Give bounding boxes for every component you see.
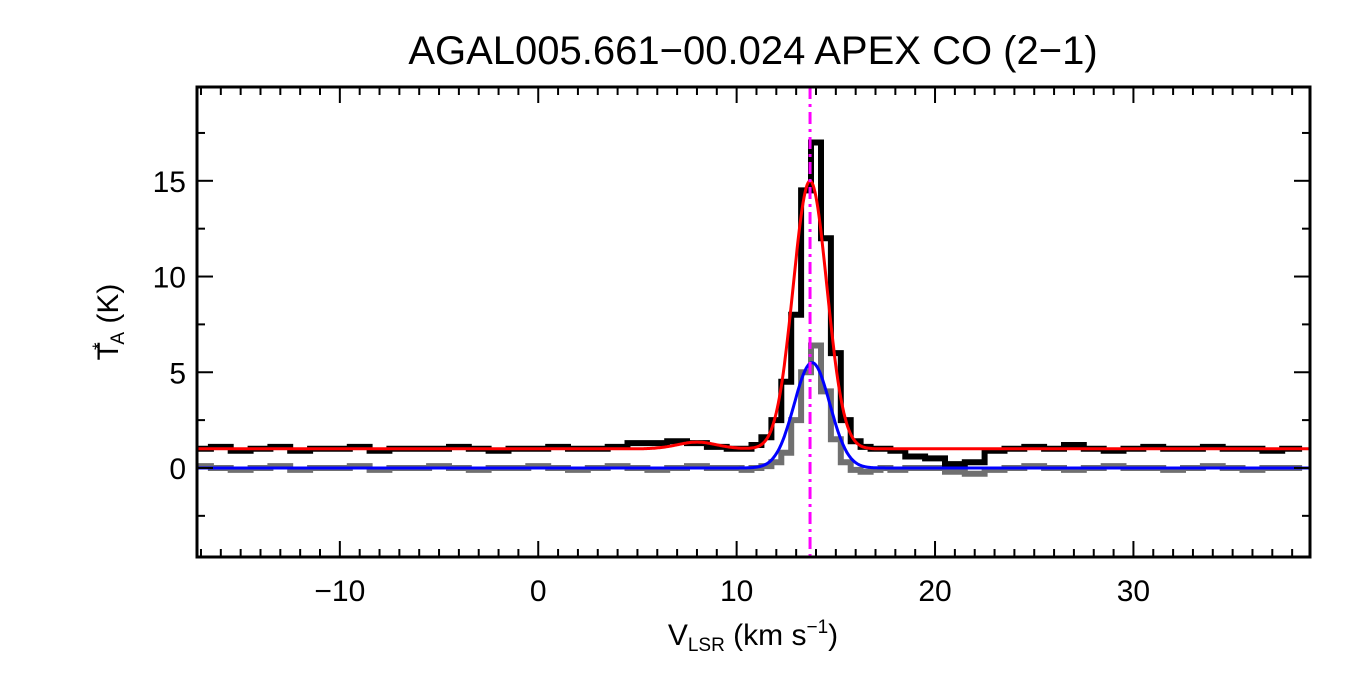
x-tick-labels: −10 0 10 20 30 <box>314 575 1150 608</box>
y-axis-label: T*A (K) <box>90 284 129 361</box>
x-tick-label: 0 <box>530 575 547 608</box>
plot-area <box>197 87 1309 557</box>
y-tick-label: 10 <box>153 262 186 295</box>
x-tick-label: 30 <box>1117 575 1150 608</box>
x-tick-label: 10 <box>720 575 753 608</box>
spectrum-isotopologue <box>197 342 1303 477</box>
y-tick-label: 15 <box>153 166 186 199</box>
plot-frame <box>195 85 1312 559</box>
y-tick-label: 0 <box>169 453 186 486</box>
x-axis-label: VLSR (km s−1) <box>668 617 838 656</box>
y-tick-label: 5 <box>169 357 186 390</box>
x-tick-label: 20 <box>918 575 951 608</box>
x-tick-label: −10 <box>314 575 365 608</box>
fit-curve-co21 <box>197 179 1309 451</box>
chart-title: AGAL005.661−00.024 APEX CO (2−1) <box>408 29 1097 73</box>
y-tick-labels: 0 5 10 15 <box>153 166 186 486</box>
spectrum-co21 <box>197 139 1303 468</box>
axis-ticks <box>197 87 1310 557</box>
fit-curve-isotopologue <box>197 361 1309 470</box>
